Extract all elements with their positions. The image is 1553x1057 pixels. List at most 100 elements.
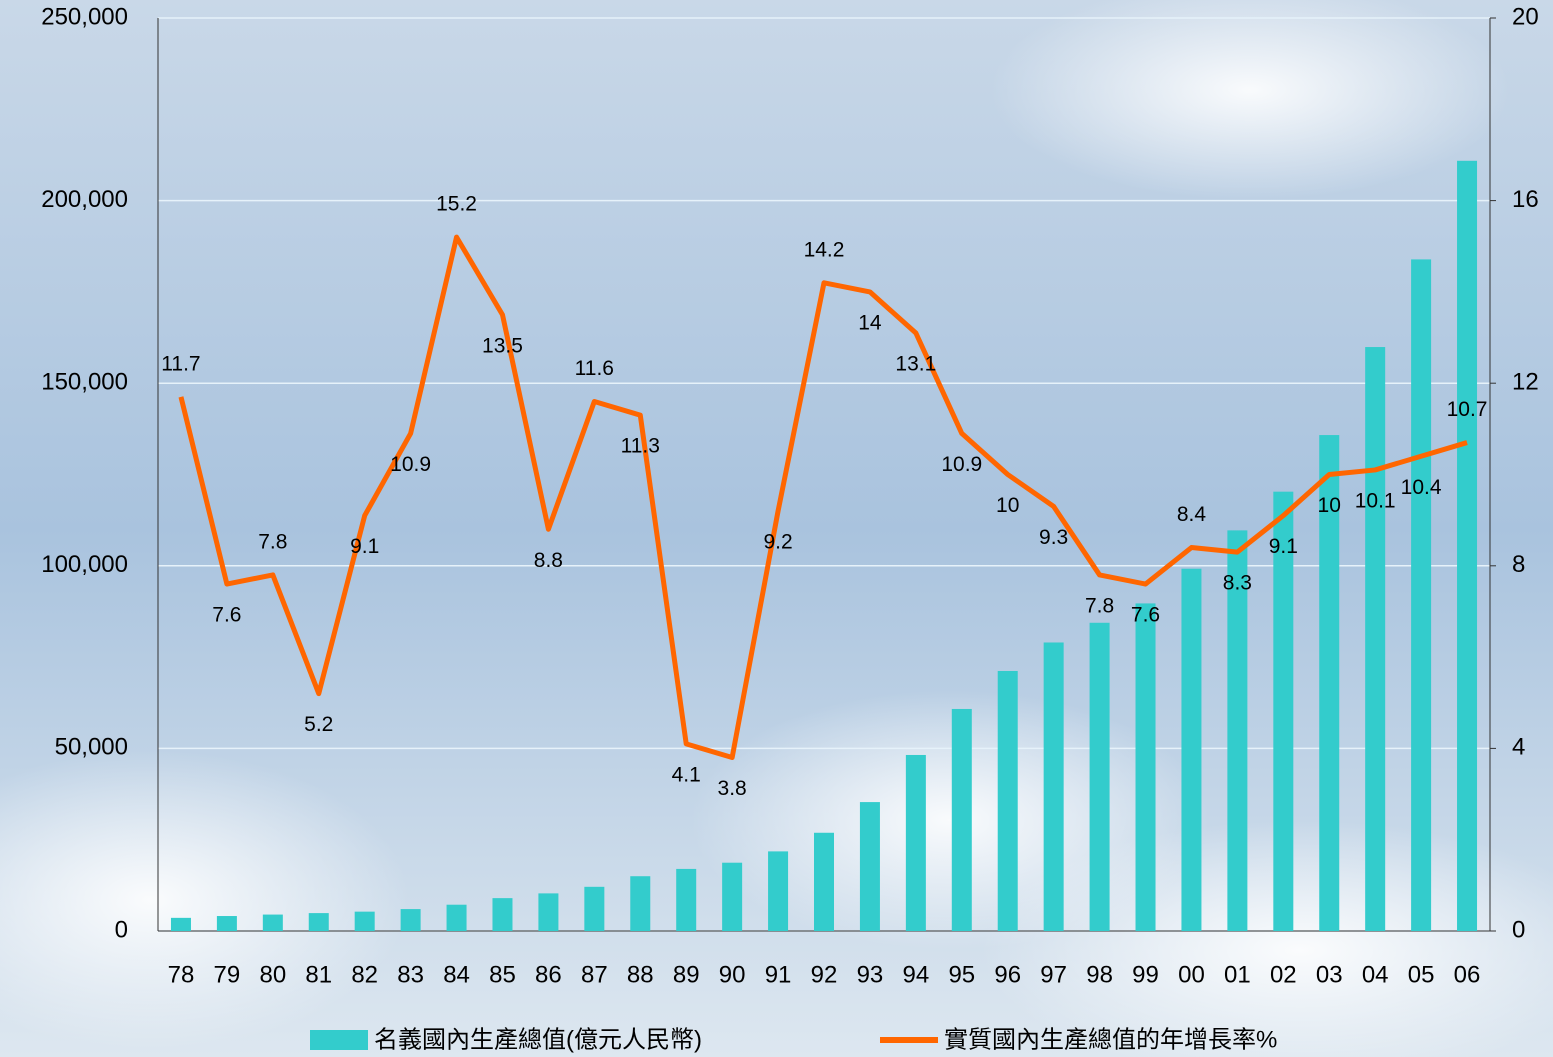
y2-tick-label: 20 [1512,3,1539,30]
data-label: 9.3 [1039,526,1068,549]
data-label: 13.1 [895,353,936,376]
x-tick-label: 01 [1224,961,1251,988]
data-label: 8.8 [534,549,563,572]
bar [217,916,237,931]
data-label: 9.2 [763,531,792,554]
bar [998,671,1018,931]
bar [584,887,604,931]
data-label: 10.7 [1447,398,1488,421]
bar [1365,347,1385,931]
x-tick-label: 95 [948,961,975,988]
data-label: 14.2 [804,238,845,261]
data-label: 13.5 [482,334,523,357]
data-label: 9.1 [350,535,379,558]
x-tick-label: 90 [719,961,746,988]
x-tick-label: 99 [1132,961,1159,988]
x-tick-label: 94 [903,961,930,988]
x-tick-label: 80 [259,961,286,988]
x-tick-label: 81 [305,961,332,988]
data-label: 7.6 [1131,604,1160,627]
bar [906,755,926,931]
bar [676,869,696,931]
bar [538,893,558,931]
y2-tick-label: 4 [1512,734,1525,761]
y2-tick-label: 0 [1512,916,1525,943]
bar [263,915,283,931]
data-label: 9.1 [1269,535,1298,558]
x-tick-label: 79 [214,961,241,988]
legend-swatch [310,1030,368,1050]
data-label: 5.2 [304,713,333,736]
data-label: 8.3 [1223,572,1252,595]
data-label: 10.4 [1401,476,1442,499]
y-tick-label: 250,000 [41,3,128,30]
bar [722,863,742,931]
data-label: 4.1 [672,763,701,786]
bar [492,898,512,931]
bar [1136,603,1156,931]
x-tick-label: 02 [1270,961,1297,988]
x-tick-label: 04 [1362,961,1389,988]
legend-label: 實質國內生產總值的年增長率% [944,1026,1277,1053]
data-label: 10.1 [1355,489,1396,512]
x-tick-label: 84 [443,961,470,988]
bar [768,851,788,931]
x-tick-label: 85 [489,961,516,988]
data-label: 11.3 [621,435,660,458]
data-label: 8.4 [1177,503,1207,526]
x-tick-label: 78 [168,961,195,988]
y-tick-label: 100,000 [41,551,128,578]
data-label: 10 [1318,494,1341,517]
bar [1090,623,1110,931]
data-label: 3.8 [718,777,747,800]
data-label: 11.7 [161,352,200,375]
y2-tick-label: 12 [1512,369,1539,396]
bar [309,913,329,931]
data-label: 10.9 [941,453,982,476]
y-tick-label: 200,000 [41,186,128,213]
bar [814,833,834,931]
y-tick-label: 150,000 [41,369,128,396]
x-tick-label: 06 [1454,961,1481,988]
data-label: 14 [858,311,882,334]
y2-tick-label: 16 [1512,186,1539,213]
data-label: 7.6 [212,604,241,627]
x-tick-label: 98 [1086,961,1113,988]
data-label: 10.9 [390,453,431,476]
bar [171,918,191,931]
x-tick-label: 91 [765,961,792,988]
x-tick-label: 96 [994,961,1021,988]
y-tick-label: 0 [115,916,128,943]
bar [1044,642,1064,931]
bar [1457,161,1477,931]
bar [355,912,375,931]
x-tick-label: 00 [1178,961,1205,988]
bar [447,905,467,931]
page: 050,000100,000150,000200,000250,00004812… [0,0,1553,1057]
bar [952,709,972,931]
data-label: 7.8 [258,530,287,553]
x-tick-label: 83 [397,961,424,988]
chart: 050,000100,000150,000200,000250,00004812… [0,0,1553,1057]
data-label: 7.8 [1085,594,1114,617]
legend-label: 名義國內生產總值(億元人民幣) [374,1026,702,1053]
x-tick-label: 89 [673,961,700,988]
bar [1411,259,1431,931]
y2-tick-label: 8 [1512,551,1525,578]
bar [860,802,880,931]
bar [401,909,421,931]
y-tick-label: 50,000 [55,734,128,761]
x-tick-label: 87 [581,961,608,988]
x-tick-label: 03 [1316,961,1343,988]
x-tick-label: 88 [627,961,654,988]
bar [1181,569,1201,931]
x-tick-label: 82 [351,961,378,988]
x-tick-label: 92 [811,961,838,988]
data-label: 10 [996,494,1019,517]
data-label: 15.2 [436,193,477,216]
bar [630,876,650,931]
x-tick-label: 93 [857,961,884,988]
x-tick-label: 05 [1408,961,1435,988]
x-tick-label: 86 [535,961,562,988]
data-label: 11.6 [575,357,614,380]
